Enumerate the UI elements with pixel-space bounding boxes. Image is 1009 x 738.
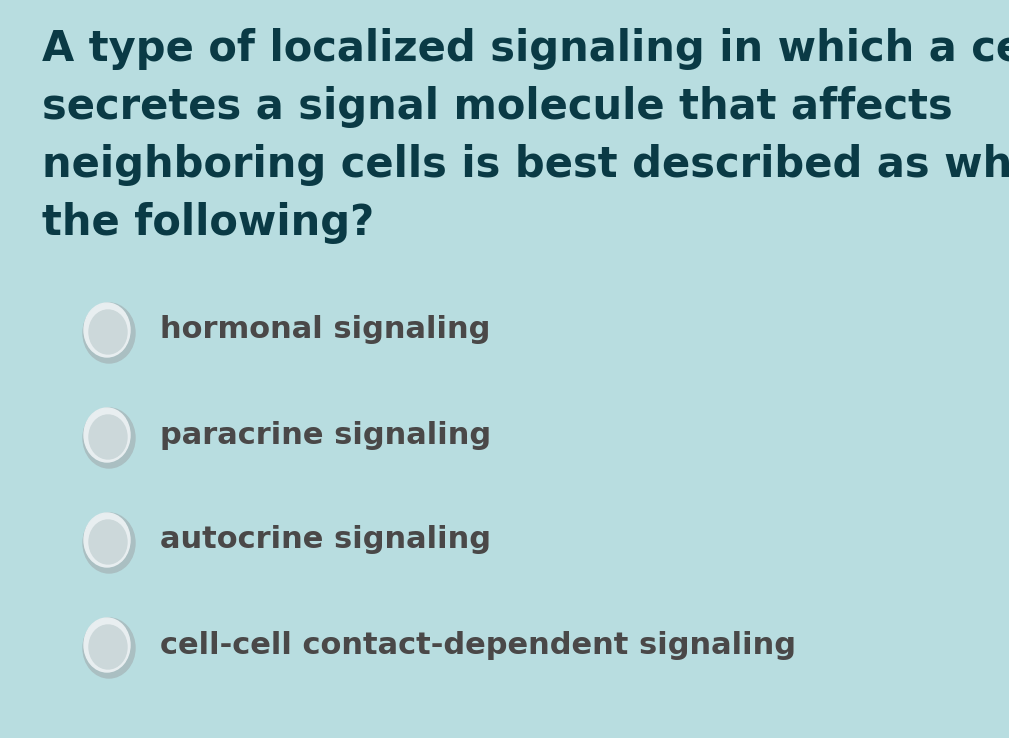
Text: paracrine signaling: paracrine signaling [160,421,491,449]
Ellipse shape [84,513,130,567]
Ellipse shape [83,618,135,678]
Ellipse shape [89,520,127,564]
Ellipse shape [89,415,127,459]
Ellipse shape [84,618,130,672]
Text: A type of localized signaling in which a cell: A type of localized signaling in which a… [42,28,1009,70]
Ellipse shape [83,513,135,573]
Text: neighboring cells is best described as which of: neighboring cells is best described as w… [42,144,1009,186]
Text: cell-cell contact-dependent signaling: cell-cell contact-dependent signaling [160,630,796,660]
Ellipse shape [89,625,127,669]
Ellipse shape [84,408,130,462]
Ellipse shape [83,408,135,468]
Ellipse shape [89,310,127,354]
Text: autocrine signaling: autocrine signaling [160,525,491,554]
Text: secretes a signal molecule that affects: secretes a signal molecule that affects [42,86,952,128]
Ellipse shape [83,303,135,363]
Text: the following?: the following? [42,202,374,244]
Ellipse shape [84,303,130,357]
Text: hormonal signaling: hormonal signaling [160,316,490,345]
